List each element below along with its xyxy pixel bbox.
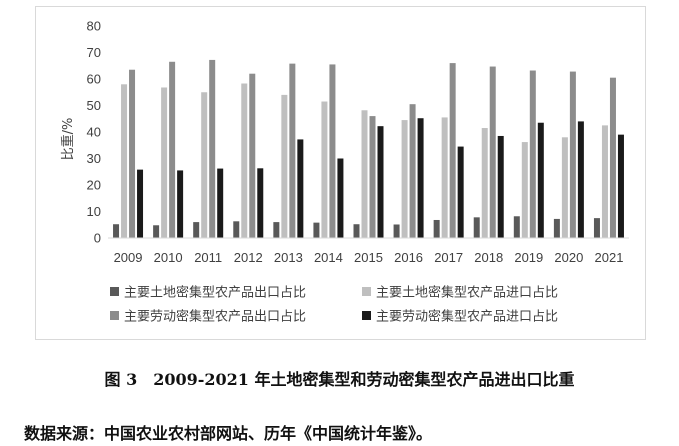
y-tick-label: 10 (87, 204, 101, 219)
y-tick-label: 70 (87, 45, 101, 60)
y-axis-label-group: 比重/% (60, 118, 76, 161)
bar-2018-series-1 (473, 217, 480, 238)
x-tick-label: 2018 (474, 250, 503, 265)
bar-2015-series-1 (353, 224, 360, 238)
bar-2016-series-4 (417, 118, 424, 238)
bar-2012-series-4 (257, 168, 264, 238)
x-tick-label: 2016 (394, 250, 423, 265)
bar-2015-series-2 (361, 110, 368, 238)
bar-2013-series-2 (281, 94, 288, 239)
bar-2009-series-1 (113, 224, 120, 238)
bar-2016-series-3 (409, 104, 416, 238)
y-axis-label: 比重/% (60, 118, 76, 161)
bar-2021-series-2 (601, 125, 608, 238)
x-tick-label: 2013 (274, 250, 303, 265)
bar-2014-series-3 (329, 64, 336, 238)
bar-2016-series-1 (393, 224, 400, 238)
y-tick-label: 50 (87, 98, 101, 113)
bar-2013-series-1 (273, 222, 280, 238)
bar-2018-series-4 (497, 135, 504, 238)
bar-2011-series-1 (193, 222, 200, 238)
y-tick-label: 30 (87, 151, 101, 166)
bar-2017-series-3 (449, 63, 456, 238)
bar-2017-series-2 (441, 117, 448, 238)
bar-2015-series-4 (377, 126, 384, 238)
legend: 主要土地密集型农产品出口占比 主要土地密集型农产品进口占比主要劳动密集型农产品出口… (110, 285, 558, 325)
bar-2021-series-4 (617, 134, 624, 238)
x-tick-label: 2009 (114, 250, 143, 265)
bar-2014-series-4 (337, 158, 344, 238)
legend-label: 主要劳动密集型农产品进口占比 (376, 309, 558, 325)
legend-label: 主要劳动密集型农产品出口占比 (124, 309, 306, 325)
bar-2010-series-3 (169, 61, 176, 239)
x-tick-label: 2014 (314, 250, 343, 265)
x-tick-label: 2020 (554, 250, 583, 265)
bar-2012-series-3 (249, 73, 256, 238)
y-tick-labels: 0 10 20 30 40 50 60 70 80 (87, 19, 101, 246)
legend-label: 主要土地密集型农产品出口占比 (124, 285, 306, 301)
bar-2010-series-2 (161, 87, 168, 238)
bar-2017-series-1 (433, 219, 440, 238)
bar-2020-series-3 (569, 71, 576, 238)
legend-swatch (362, 311, 371, 320)
bar-2011-series-3 (209, 59, 216, 238)
bar-2018-series-3 (489, 66, 496, 238)
bar-2020-series-2 (561, 137, 568, 238)
bar-marks (113, 59, 624, 239)
data-source-note: 数据来源：中国农业农村部网站、历年《中国统计年鉴》。 (24, 424, 433, 443)
bar-2020-series-4 (577, 121, 584, 238)
bar-2021-series-3 (609, 77, 616, 238)
bar-2018-series-2 (481, 128, 488, 238)
bar-2016-series-2 (401, 120, 408, 238)
bar-2019-series-1 (513, 216, 520, 238)
bar-2019-series-4 (537, 122, 544, 238)
y-tick-label: 0 (94, 231, 101, 246)
bar-2013-series-4 (297, 139, 304, 238)
x-tick-label: 2010 (154, 250, 183, 265)
y-tick-label: 40 (87, 125, 101, 140)
bar-2010-series-1 (153, 225, 160, 238)
legend-label: 主要土地密集型农产品进口占比 (376, 285, 558, 301)
bar-2021-series-1 (593, 218, 600, 238)
figure-number: 图 3 (104, 370, 138, 389)
legend-swatch (362, 287, 371, 296)
bar-2015-series-3 (369, 116, 376, 238)
x-tick-label: 2021 (595, 250, 624, 265)
x-tick-label: 2011 (194, 250, 222, 265)
y-tick-label: 20 (87, 178, 101, 193)
bar-2012-series-1 (233, 221, 240, 238)
bar-2011-series-4 (217, 168, 224, 238)
chart-frame: 比重/% 0 10 20 30 40 50 60 70 80 2009 2010 2011 2012 2… (35, 6, 646, 340)
x-tick-label: 2017 (434, 250, 463, 265)
bar-2010-series-4 (177, 170, 184, 238)
x-tick-label: 2015 (354, 250, 383, 265)
y-tick-label: 80 (87, 19, 101, 34)
bar-2019-series-3 (529, 70, 536, 238)
bar-2012-series-2 (241, 83, 248, 238)
bar-2009-series-4 (137, 169, 144, 238)
bar-2014-series-2 (321, 101, 328, 239)
bar-2009-series-3 (129, 69, 136, 238)
bar-2019-series-2 (521, 142, 528, 238)
bar-2017-series-4 (457, 146, 464, 238)
legend-swatch (110, 311, 119, 320)
x-tick-label: 2019 (514, 250, 543, 265)
legend-swatch (110, 287, 119, 296)
bar-2014-series-1 (313, 222, 320, 238)
x-tick-labels: 2009 2010 2011 2012 2013 2014 2015 2016 2017 2018… (114, 250, 624, 265)
figure-caption: 图 3 2009-2021 年土地密集型和劳动密集型农产品进出口比重 (0, 366, 679, 390)
bar-2013-series-3 (289, 63, 296, 238)
bar-2009-series-2 (121, 84, 128, 238)
y-tick-label: 60 (87, 72, 101, 87)
bar-2011-series-2 (201, 92, 208, 238)
bar-2020-series-1 (553, 218, 560, 238)
x-tick-label: 2012 (234, 250, 263, 265)
figure-title: 2009-2021 年土地密集型和劳动密集型农产品进出口比重 (153, 370, 575, 389)
